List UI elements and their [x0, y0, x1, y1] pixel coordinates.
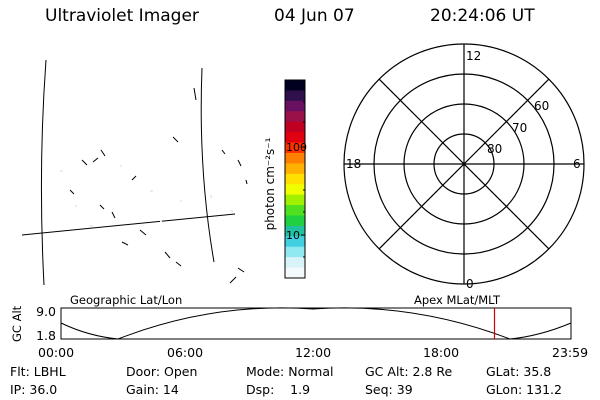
- orbit-y-tick-top: 9.0: [36, 304, 56, 319]
- page-title: Ultraviolet Imager: [45, 6, 199, 26]
- polar-diagonal-2: [378, 78, 550, 250]
- colorbar-cell: [285, 142, 305, 154]
- colorbar-cell: [285, 194, 305, 206]
- colorbar-unit-label: photon cm⁻²s⁻¹: [263, 137, 277, 230]
- polar-label-right: 6: [573, 157, 581, 171]
- polar-label-top: 12: [466, 49, 481, 63]
- apex-mlat-mlt-label: Apex MLat/MLT: [414, 293, 501, 307]
- map-latitude-line: [21, 213, 236, 236]
- info-glon: GLon: 131.2: [486, 382, 562, 397]
- colorbar-gradient: [285, 80, 305, 279]
- colorbar-cell: [285, 121, 305, 133]
- colorbar-cell: [285, 257, 305, 269]
- polar-mlt-plot: 12 0 18 6 60 70 80: [343, 43, 585, 291]
- colorbar-cell: [285, 205, 305, 216]
- info-glat: GLat: 35.8: [486, 364, 552, 379]
- observation-time: 20:24:06 UT: [430, 6, 535, 26]
- polar-label-bottom: 0: [466, 277, 474, 291]
- coastline-fragments: [69, 87, 248, 284]
- colorbar-tick-10: 10: [286, 229, 300, 242]
- observation-date: 04 Jun 07: [274, 6, 355, 26]
- orbit-y-tick-bottom: 1.8: [36, 328, 56, 343]
- orbit-x-tick-0000: 00:00: [38, 345, 75, 360]
- colorbar-cell: [285, 236, 305, 248]
- map-longitude-line-left: [40, 59, 47, 286]
- colorbar-cell: [285, 152, 305, 164]
- colorbar-cell: [285, 132, 305, 144]
- info-gain: Gain: 14: [126, 382, 179, 397]
- orbit-x-tick-0600: 06:00: [167, 345, 204, 360]
- info-gc-alt: GC Alt: 2.8 Re: [365, 364, 453, 379]
- orbit-x-tick-1200: 12:00: [295, 345, 332, 360]
- orbit-altitude-curve: [60, 307, 572, 340]
- geographic-latlon-label: Geographic Lat/Lon: [70, 293, 182, 307]
- faint-emission-specks: [60, 165, 233, 227]
- colorbar-tick-100: 100: [286, 141, 307, 154]
- colorbar-cell: [285, 215, 305, 227]
- colorbar-panel: photon cm⁻²s⁻¹ 100 10: [263, 79, 307, 279]
- polar-lat-label-80: 80: [487, 142, 502, 156]
- orbit-x-tick-2359: 23:59: [552, 345, 589, 360]
- colorbar-cell: [285, 163, 305, 175]
- info-mode: Mode: Normal: [246, 364, 334, 379]
- info-seq: Seq: 39: [365, 382, 413, 397]
- colorbar-cell: [285, 100, 305, 112]
- orbit-altitude-plot: Geographic Lat/Lon Apex MLat/MLT GC Alt …: [10, 293, 572, 343]
- colorbar-cell: [285, 225, 305, 237]
- geographic-map-panel: [21, 59, 248, 286]
- orbit-x-tick-1800: 18:00: [423, 345, 460, 360]
- colorbar-cell: [285, 184, 305, 196]
- orbit-y-label: GC Alt: [10, 305, 24, 342]
- info-ip: IP: 36.0: [10, 382, 58, 397]
- colorbar-cell: [285, 80, 305, 91]
- polar-lat-label-60: 60: [534, 99, 549, 113]
- map-longitude-line-right: [200, 67, 215, 263]
- polar-lat-label-70: 70: [512, 121, 527, 135]
- info-flt: Flt: LBHL: [10, 364, 66, 379]
- colorbar-cell: [285, 90, 305, 102]
- colorbar-cell: [285, 111, 305, 123]
- colorbar-cell: [285, 267, 305, 279]
- polar-label-left: 18: [346, 157, 361, 171]
- colorbar-cell: [285, 246, 305, 258]
- colorbar-cell: [285, 173, 305, 185]
- info-dsp: Dsp: 1.9: [246, 382, 311, 397]
- info-door: Door: Open: [126, 364, 198, 379]
